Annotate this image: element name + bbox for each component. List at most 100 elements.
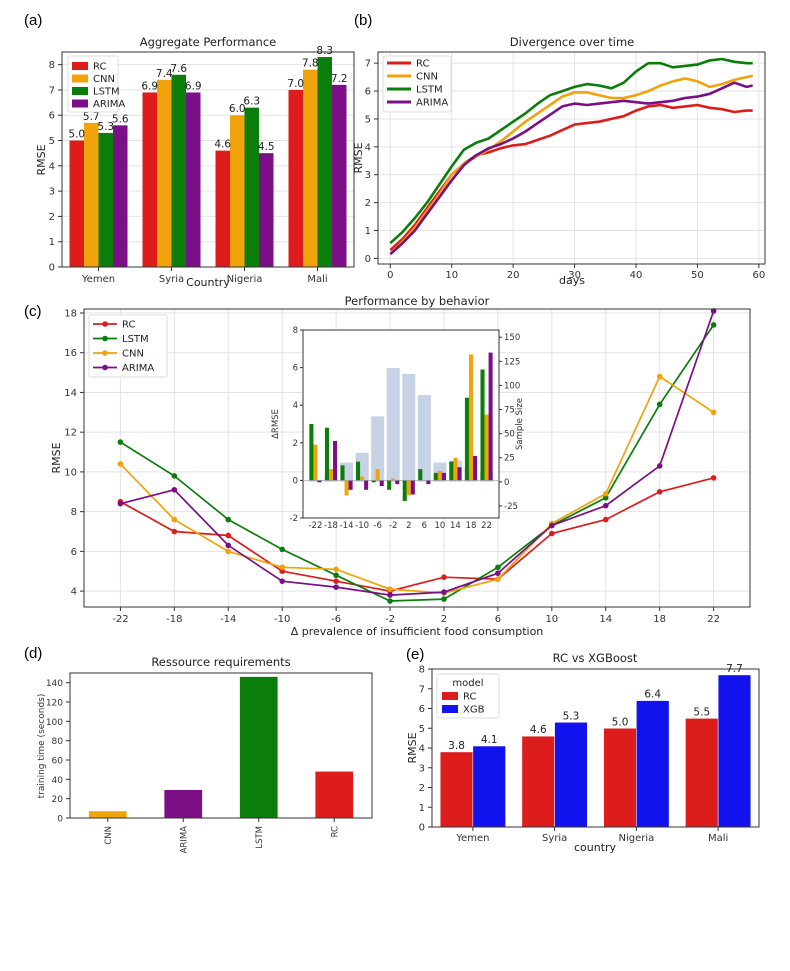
- bar-xgb: [472, 745, 506, 828]
- data-label: 5.6: [112, 113, 129, 125]
- y-tick-label: 140: [46, 679, 63, 689]
- panel-e-bars: [439, 674, 752, 828]
- data-label: 7.8: [302, 58, 319, 70]
- series-line-arima: [120, 310, 715, 596]
- legend-swatch-rc: [442, 692, 458, 700]
- x-tick-label: Mali: [307, 274, 327, 285]
- panel-e: (e) RC vs XGBoost 0 1 2 3 4 5 6 7 8 Yemen Syria Ni…: [406, 646, 760, 854]
- data-label: 7.6: [170, 63, 187, 75]
- bar-cnn: [230, 115, 245, 267]
- inset-right-tick-label: 125: [504, 357, 520, 367]
- point-cnn: [656, 373, 663, 380]
- delta-bar-arima: [348, 480, 353, 490]
- inset-left-tick-label: 4: [293, 401, 298, 411]
- series-line-rc: [119, 477, 714, 592]
- panel-e-xlabel: country: [574, 841, 617, 854]
- point-lstm: [225, 516, 232, 523]
- inset-right-tick-label: 0: [504, 478, 509, 488]
- y-tick-label: 2: [419, 783, 425, 794]
- x-tick-label: Yemen: [455, 833, 489, 844]
- point-cnn: [225, 548, 232, 555]
- y-tick-label: 16: [64, 348, 77, 359]
- inset-left-tick-label: -2: [290, 514, 298, 524]
- point-lstm: [602, 494, 609, 501]
- panel-d-title: Ressource requirements: [151, 655, 290, 669]
- bar-lstm: [317, 57, 332, 267]
- panel-a-frame: [61, 51, 355, 268]
- x-tick-label: 40: [630, 270, 643, 281]
- point-lstm: [495, 564, 501, 571]
- y-tick-label: 6: [71, 547, 77, 558]
- panel-b-label: (b): [354, 12, 372, 29]
- panel-a-ylabel: RMSE: [35, 144, 48, 175]
- inset-ticks: -22 -18 -14 -10 -6 -2 2 6 10 14 18 22-202468-250255…: [290, 326, 521, 531]
- x-tick-label: -14: [220, 614, 236, 625]
- data-label: 5.3: [563, 710, 580, 722]
- bar-xgb: [636, 700, 670, 828]
- bar-cnn: [88, 811, 127, 818]
- sample-size-bar: [308, 479, 322, 482]
- legend-title: model: [452, 678, 483, 689]
- delta-bar-cnn: [484, 414, 489, 481]
- point-rc: [656, 488, 663, 495]
- inset-x-tick-label: 6: [422, 521, 427, 531]
- delta-bar-lstm: [449, 461, 454, 481]
- panel-a-xlabel: Country: [186, 276, 230, 289]
- inset-left-tick-label: 6: [293, 364, 298, 374]
- bar-arima: [164, 789, 203, 818]
- delta-bar-lstm: [464, 397, 469, 481]
- y-tick-label: 4: [419, 744, 425, 755]
- data-label: 7.0: [287, 78, 304, 90]
- point-lstm: [441, 596, 447, 602]
- bar-rc: [685, 718, 719, 828]
- x-tick-label: -18: [166, 614, 182, 625]
- legend-swatch-cnn: [72, 74, 88, 83]
- point-arima: [602, 502, 609, 509]
- y-tick-label: 0: [365, 254, 371, 265]
- sample-size-bar: [371, 416, 385, 482]
- point-cnn: [279, 564, 285, 571]
- delta-bar-cnn: [360, 476, 365, 481]
- legend-label-lstm: LSTM: [93, 87, 120, 98]
- panel-d-label: (d): [24, 645, 42, 662]
- inset-right-tick-label: 100: [504, 381, 520, 391]
- point-lstm: [333, 572, 339, 579]
- y-tick-label: 8: [49, 60, 55, 71]
- point-lstm: [117, 439, 124, 445]
- x-tick-label: Yemen: [81, 274, 115, 285]
- inset-bars: [303, 352, 499, 502]
- x-tick-label: -10: [274, 614, 290, 625]
- legend-box: [382, 55, 452, 113]
- delta-bar-cnn: [453, 457, 458, 481]
- panel-b-legend: RC CNN LSTM ARIMA: [382, 55, 452, 113]
- inset-right-tick-label: 25: [504, 454, 515, 464]
- legend-marker-arima: [102, 364, 108, 371]
- x-tick-label: RC: [330, 826, 340, 837]
- x-tick-label: -6: [331, 614, 341, 625]
- inset-left-ylabel: ΔRMSE: [271, 409, 281, 439]
- legend-label-cnn: CNN: [93, 74, 115, 85]
- y-tick-label: 60: [52, 757, 64, 767]
- point-arima: [710, 308, 717, 314]
- legend-label-arima: ARIMA: [416, 98, 448, 109]
- delta-bar-arima: [364, 480, 369, 490]
- x-tick-label: CNN: [104, 826, 114, 845]
- panel-e-title: RC vs XGBoost: [553, 651, 638, 665]
- legend-label-rc: RC: [416, 59, 429, 70]
- point-rc: [333, 578, 339, 584]
- point-lstm: [279, 546, 285, 553]
- point-rc: [710, 475, 717, 481]
- inset-x-tick-label: -18: [324, 521, 338, 531]
- bar-rc: [439, 751, 474, 828]
- series-line-cnn: [389, 74, 753, 256]
- inset-x-tick-label: 18: [466, 521, 477, 531]
- point-cnn: [387, 586, 393, 592]
- y-tick-label: 7: [365, 59, 371, 70]
- delta-bar-lstm: [371, 480, 376, 483]
- y-tick-label: 0: [57, 815, 63, 825]
- panel-d-ylabel: training time (seconds): [37, 694, 47, 799]
- panel-a-bars: [69, 57, 347, 268]
- delta-bar-cnn: [468, 354, 474, 481]
- legend-marker-lstm: [102, 335, 108, 342]
- data-label: 4.6: [214, 139, 231, 151]
